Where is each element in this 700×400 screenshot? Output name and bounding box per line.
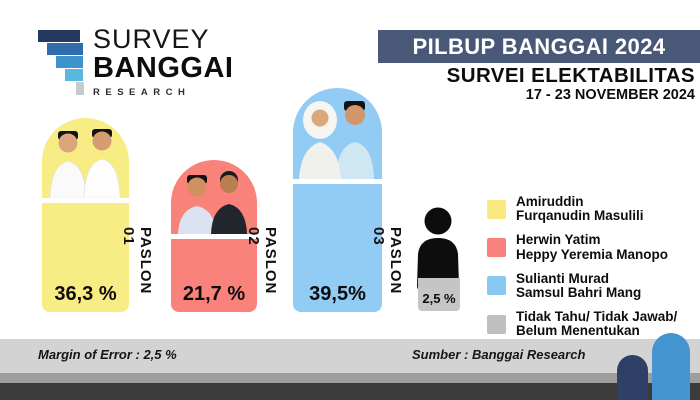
bar-paslon-03: 39,5% <box>293 184 382 312</box>
page-title: PILBUP BANGGAI 2024 <box>412 33 666 59</box>
source-credit: Sumber : Banggai Research <box>412 347 586 362</box>
legend-swatch-blue <box>487 276 506 296</box>
decorative-bar-navy <box>617 355 648 400</box>
bar-label-paslon-02: PASLON 02 <box>245 227 279 295</box>
title-banner: PILBUP BANGGAI 2024 <box>378 30 700 63</box>
person-silhouette-icon <box>417 207 459 290</box>
legend-item-paslon-02: Herwin Yatim Heppy Yeremia Manopo <box>487 233 677 261</box>
footer-band <box>0 339 700 373</box>
survey-period: 17 - 23 NOVEMBER 2024 <box>525 87 695 103</box>
legend: Amiruddin Furqanudin Masulili Herwin Yat… <box>487 194 678 339</box>
margin-of-error: Margin of Error : 2,5 % <box>38 347 177 362</box>
logo-survey: SURVEY <box>93 24 210 54</box>
bar-paslon-02: 21,7 % <box>171 239 257 312</box>
legend-label: Tidak Tahu/ Tidak Jawab/ Belum Menentuka… <box>516 309 678 339</box>
logo: SURVEY BANGGAI RESEARCH <box>93 26 233 98</box>
chart-subtitle: SURVEI ELEKTABILITAS <box>446 64 695 87</box>
bar-value-paslon-03: 39,5% <box>309 283 366 305</box>
legend-swatch-gray <box>487 314 506 334</box>
bar-value-undecided: 2,5 % <box>422 291 456 306</box>
logo-research: RESEARCH <box>93 87 191 98</box>
paslon-02-photo <box>178 171 247 234</box>
paslon-03-photo <box>299 101 374 179</box>
bar-paslon-01: 36,3 % <box>42 203 129 312</box>
legend-swatch-red <box>487 238 506 258</box>
bar-value-paslon-02: 21,7 % <box>182 283 246 305</box>
legend-item-undecided: Tidak Tahu/ Tidak Jawab/ Belum Menentuka… <box>487 309 678 339</box>
legend-label: Amiruddin Furqanudin Masulili <box>516 194 644 224</box>
bar-label-paslon-01: PASLON 01 <box>120 227 154 295</box>
paslon-03-photo-arch <box>293 88 382 179</box>
legend-item-paslon-01: Amiruddin Furqanudin Masulili <box>487 194 677 224</box>
legend-swatch-yellow <box>487 199 506 219</box>
paslon-01-photo-arch <box>42 118 129 198</box>
decorative-bar-blue <box>652 333 690 400</box>
legend-label: Herwin Yatim Heppy Yeremia Manopo <box>516 232 669 262</box>
bar-label-paslon-03: PASLON 03 <box>370 227 404 295</box>
stacked-bars-icon <box>38 30 94 98</box>
logo-banggai: BANGGAI <box>93 52 234 84</box>
legend-label: Sulianti Murad Samsul Bahri Mang <box>516 270 642 300</box>
bar-undecided: 2,5 % <box>418 278 460 311</box>
bar-value-paslon-01: 36,3 % <box>54 283 117 305</box>
legend-item-paslon-03: Sulianti Murad Samsul Bahri Mang <box>487 270 677 300</box>
footer-strip-dark <box>0 383 700 400</box>
footer-strip-gray <box>0 373 700 383</box>
paslon-01-photo <box>49 129 121 198</box>
paslon-02-photo-arch <box>171 160 257 234</box>
